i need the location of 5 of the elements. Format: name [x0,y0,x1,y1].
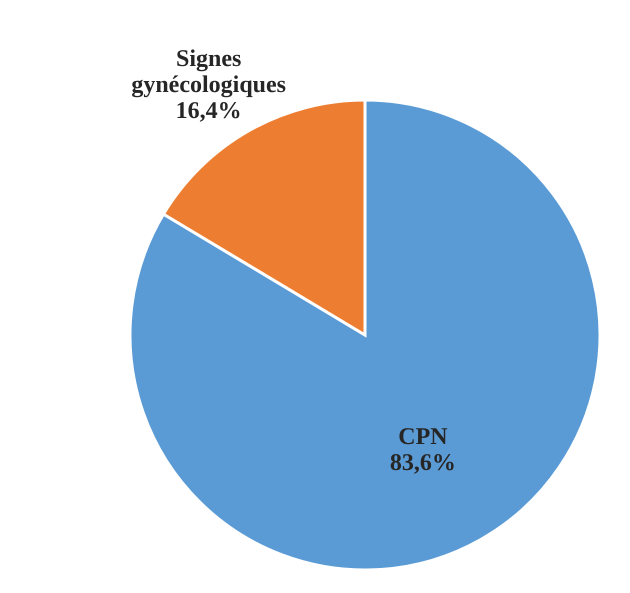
pie-slice [128,98,602,572]
slice-label: CPN [398,424,448,450]
data-label: 83,6% [390,450,456,476]
data-label: 16,4% [176,98,242,124]
slice-label: Signes gynécologiques [131,46,286,98]
